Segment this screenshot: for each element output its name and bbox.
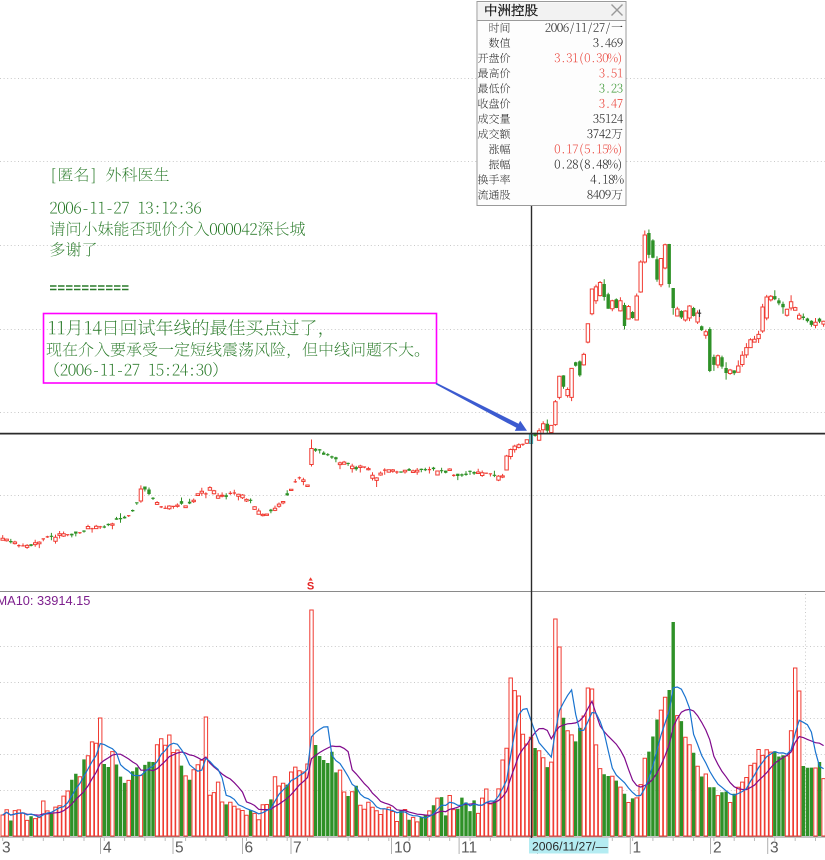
svg-text:5: 5: [175, 840, 184, 856]
svg-text:2: 2: [713, 840, 722, 856]
svg-text:2006/11/27/—: 2006/11/27/—: [532, 840, 608, 854]
svg-text:MA10: 33914.15: MA10: 33914.15: [0, 593, 90, 608]
svg-text:7: 7: [293, 840, 302, 856]
svg-text:3: 3: [2, 840, 11, 856]
svg-text:1: 1: [633, 840, 642, 856]
svg-text:4: 4: [103, 840, 112, 856]
svg-text:10: 10: [394, 840, 412, 856]
svg-text:3: 3: [770, 840, 779, 856]
svg-text:6: 6: [245, 840, 254, 856]
svg-text:11: 11: [461, 840, 477, 856]
svg-text:S: S: [307, 581, 314, 593]
